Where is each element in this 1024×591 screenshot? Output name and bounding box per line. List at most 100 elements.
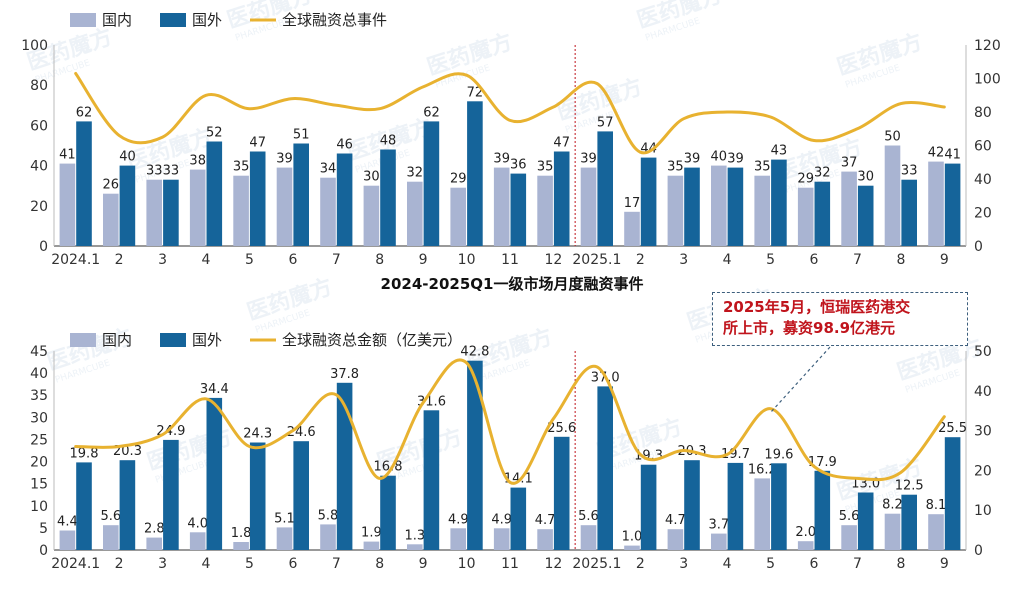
bar-foreign xyxy=(640,157,657,246)
bar-foreign xyxy=(163,179,179,246)
x-tick-label: 6 xyxy=(810,556,819,572)
data-label-foreign: 39 xyxy=(727,152,744,167)
data-label-domestic: 32 xyxy=(407,166,424,181)
data-label-domestic: 42 xyxy=(928,146,945,161)
x-tick-label: 9 xyxy=(419,556,428,572)
data-label-foreign: 33 xyxy=(901,164,918,179)
data-label-foreign: 20.3 xyxy=(113,444,142,459)
data-label-foreign: 32 xyxy=(814,166,831,181)
data-label-foreign: 33 xyxy=(163,164,180,179)
data-label-domestic: 39 xyxy=(493,152,510,167)
x-tick-label: 2 xyxy=(115,556,124,572)
bar-domestic xyxy=(276,167,293,246)
x-tick-label: 2025.1 xyxy=(572,556,621,572)
data-label-domestic: 8.2 xyxy=(882,498,903,513)
legend-label-global: 全球融资总事件 xyxy=(282,11,387,29)
data-label-foreign: 39 xyxy=(684,152,701,167)
data-label-domestic: 35 xyxy=(754,160,771,175)
data-label-foreign: 57 xyxy=(597,115,614,130)
bar-domestic xyxy=(276,527,293,550)
legend-swatch-domestic xyxy=(70,13,96,27)
left-tick-label: 0 xyxy=(39,239,48,255)
x-tick-label: 7 xyxy=(332,252,341,268)
x-tick-label: 8 xyxy=(896,252,905,268)
data-label-foreign: 46 xyxy=(336,138,353,153)
data-label-foreign: 52 xyxy=(206,126,223,141)
data-label-foreign: 41 xyxy=(944,148,961,163)
bar-foreign xyxy=(423,410,440,550)
left-tick-label: 40 xyxy=(30,159,48,175)
bar-domestic xyxy=(537,175,553,246)
data-label-domestic: 4.9 xyxy=(491,512,512,527)
bar-foreign xyxy=(76,121,92,246)
x-tick-label: 8 xyxy=(375,252,384,268)
data-label-foreign: 25.6 xyxy=(547,421,576,436)
bar-domestic xyxy=(450,528,466,550)
bar-domestic xyxy=(754,175,770,246)
x-tick-label: 2025.1 xyxy=(572,252,621,268)
data-label-foreign: 48 xyxy=(380,134,397,149)
bar-foreign xyxy=(944,163,961,246)
data-label-domestic: 1.8 xyxy=(231,526,252,541)
data-label-domestic: 34 xyxy=(320,162,337,177)
left-tick-label: 100 xyxy=(21,38,48,54)
x-tick-label: 8 xyxy=(375,556,384,572)
x-tick-label: 8 xyxy=(896,556,905,572)
annotation-callout: 2025年5月，恒瑞医药港交 所上市，募资98.9亿港元 xyxy=(712,292,968,346)
bar-domestic xyxy=(667,529,684,550)
right-tick-label: 60 xyxy=(974,139,992,155)
x-tick-label: 11 xyxy=(501,556,519,572)
x-tick-label: 2 xyxy=(636,556,645,572)
bar-domestic xyxy=(320,177,336,246)
x-tick-label: 10 xyxy=(458,252,476,268)
bar-foreign xyxy=(684,167,700,246)
x-tick-label: 4 xyxy=(202,252,211,268)
data-label-foreign: 17.9 xyxy=(808,455,837,470)
x-tick-label: 7 xyxy=(332,556,341,572)
x-tick-label: 11 xyxy=(501,252,519,268)
left-tick-label: 45 xyxy=(30,344,48,360)
bar-domestic xyxy=(363,541,380,550)
bar-foreign xyxy=(293,143,309,246)
bar-domestic xyxy=(928,161,944,246)
bar-domestic xyxy=(624,545,640,550)
data-label-foreign: 40 xyxy=(119,150,136,165)
x-tick-label: 3 xyxy=(679,252,688,268)
bar-domestic xyxy=(493,528,510,550)
bar-foreign xyxy=(293,441,309,550)
bar-domestic xyxy=(146,179,162,246)
right-tick-label: 80 xyxy=(974,105,992,121)
x-tick-label: 3 xyxy=(679,556,688,572)
data-label-foreign: 36 xyxy=(510,158,527,173)
data-label-domestic: 5.6 xyxy=(839,509,860,524)
bar-foreign xyxy=(163,439,179,550)
bar-foreign xyxy=(771,463,787,550)
data-label-domestic: 2.0 xyxy=(795,525,816,540)
left-tick-label: 15 xyxy=(30,477,48,493)
bar-foreign xyxy=(727,167,744,246)
x-tick-label: 9 xyxy=(940,556,949,572)
data-label-domestic: 5.6 xyxy=(100,509,121,524)
bar-foreign xyxy=(901,179,917,246)
bar-foreign xyxy=(944,437,961,550)
left-tick-label: 30 xyxy=(30,410,48,426)
data-label-domestic: 35 xyxy=(667,160,684,175)
bar-foreign xyxy=(510,487,527,550)
right-tick-label: 20 xyxy=(974,206,992,222)
bar-domestic xyxy=(580,167,597,246)
data-label-foreign: 34.4 xyxy=(200,382,229,397)
data-label-domestic: 50 xyxy=(884,130,901,145)
data-label-foreign: 31.6 xyxy=(417,394,446,409)
legend-label-domestic: 国内 xyxy=(102,331,132,349)
data-label-domestic: 26 xyxy=(103,178,120,193)
bar-domestic xyxy=(580,525,597,550)
bar-domestic xyxy=(928,514,944,550)
x-tick-label: 10 xyxy=(458,556,476,572)
data-label-foreign: 30 xyxy=(857,170,874,185)
x-tick-label: 2 xyxy=(115,252,124,268)
bar-foreign xyxy=(901,494,917,550)
bar-foreign xyxy=(814,181,831,246)
bar-domestic xyxy=(189,169,206,246)
